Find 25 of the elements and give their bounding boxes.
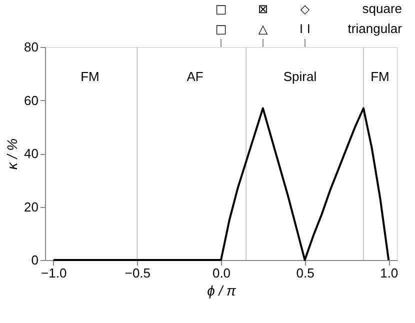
y-axis-title: κ / % (4, 138, 20, 170)
text: □ (215, 2, 227, 16)
y-tick-label: 80 (24, 40, 38, 54)
text: □ (215, 22, 227, 36)
x-axis-title: ϕ / π (207, 282, 237, 298)
annotation: Spiral (283, 69, 317, 84)
annotation: AF (186, 69, 204, 84)
y-tick-label: 20 (24, 199, 38, 214)
text: square (362, 1, 402, 16)
y-tick-label: 40 (24, 146, 38, 161)
y-tick-label: 60 (24, 92, 38, 108)
y-tick-label: 0 (31, 252, 38, 268)
x-tick-label: −0.5 (124, 266, 151, 280)
x-tick-label: 0.0 (212, 266, 231, 280)
line-series (52, 107, 390, 261)
x-tick-label: 1.0 (380, 266, 398, 280)
text: ⊠ (258, 2, 268, 16)
text: △ (258, 22, 268, 36)
text: ◇ (300, 2, 310, 16)
text: I I (300, 22, 310, 36)
annotation: FM (80, 69, 100, 84)
annotation: FM (370, 69, 390, 84)
text: triangular (348, 21, 403, 36)
x-tick-label: −1.0 (41, 266, 67, 280)
x-tick-label: 0.5 (296, 266, 314, 280)
